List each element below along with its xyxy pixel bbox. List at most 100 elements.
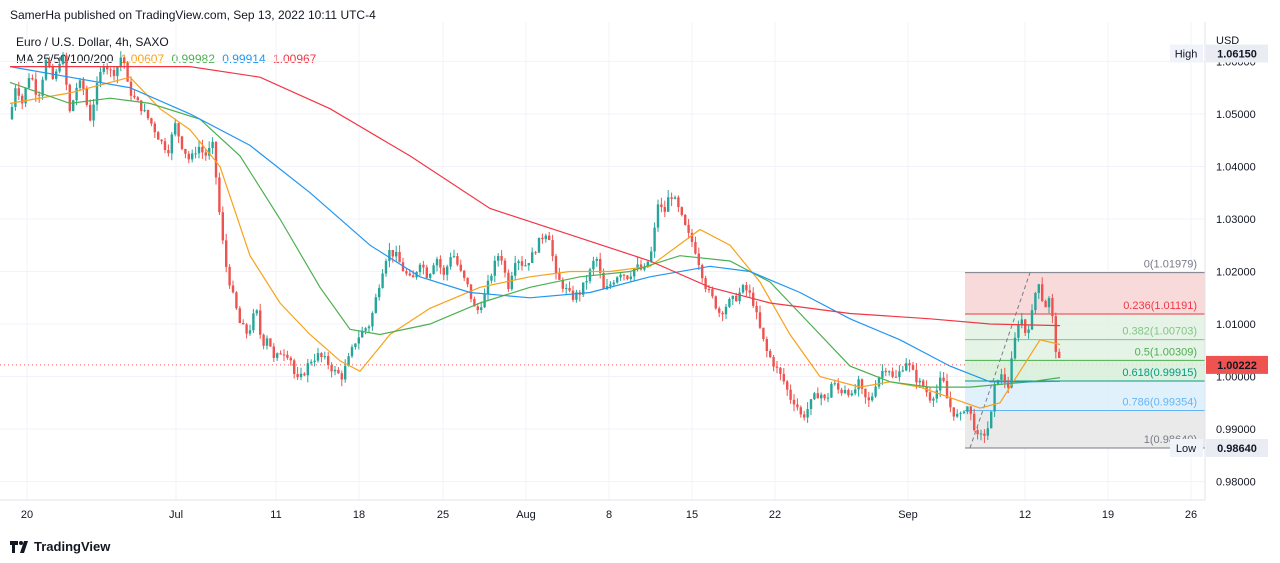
candle-body [272, 346, 275, 358]
candle-body [558, 272, 561, 280]
candle-body [384, 260, 388, 274]
time-axis[interactable]: 20 Jul 11 18 25 Aug 8 15 22 Sep 12 19 26 [21, 509, 1197, 521]
candle-body [1030, 310, 1034, 330]
candle-body [466, 277, 469, 285]
candle-body [701, 265, 704, 279]
x-tick-label: 25 [437, 509, 449, 521]
candle-body [75, 87, 78, 101]
candle-body [609, 284, 612, 287]
candle-body [102, 66, 105, 72]
candle-body [89, 104, 92, 121]
ma-label: MA 25/50/100/200 [16, 52, 114, 66]
candle-body [694, 241, 697, 254]
candle-body [330, 365, 333, 372]
candle-body [884, 370, 887, 373]
candle-body [745, 285, 748, 291]
candle-body [218, 177, 221, 213]
candle-body [10, 106, 14, 120]
currency-label: USD [1216, 35, 1239, 47]
candle-body [554, 256, 558, 273]
candle-body [306, 363, 309, 376]
candle-body [633, 268, 636, 277]
candle-body [524, 265, 527, 267]
x-tick-label: 20 [21, 509, 33, 521]
candle-body [517, 261, 520, 264]
ma-legend[interactable]: MA 25/50/100/200 1.00607 0.99982 0.99914… [16, 52, 320, 66]
candle-body [582, 282, 585, 295]
candle-body [772, 357, 775, 367]
candle-body [136, 97, 139, 101]
candle-body [728, 298, 731, 307]
price-axis[interactable]: 1.060001.050001.040001.030001.020001.010… [1216, 56, 1256, 488]
candle-body [126, 62, 129, 82]
candle-body [826, 397, 830, 399]
candle-body [514, 263, 517, 276]
candle-body [877, 377, 881, 387]
candle-body [660, 204, 663, 208]
candle-body [993, 383, 996, 412]
badge-label: Low [1176, 443, 1196, 455]
candle-body [956, 413, 959, 417]
fib-level-label: 0.5(1.00309) [1135, 346, 1197, 358]
candle-body [571, 290, 575, 300]
candle-body [962, 411, 966, 414]
candle-body [211, 141, 214, 149]
candle-body [680, 207, 683, 215]
candle-body [976, 430, 979, 435]
y-tick-label: 1.01000 [1216, 319, 1256, 331]
candle-body [670, 197, 673, 199]
candle-body [282, 354, 286, 356]
candle-body [918, 380, 921, 383]
fib-zone [965, 410, 1205, 448]
ma-line-ma50 [9, 81, 1061, 388]
ma25-value: 1.00607 [120, 52, 165, 66]
candle-body [888, 371, 891, 373]
candle-body [551, 239, 554, 257]
candle-body [31, 78, 34, 80]
x-tick-label: 19 [1102, 509, 1114, 521]
candle-body [38, 94, 41, 96]
badge-label: High [1175, 49, 1198, 61]
candle-body [442, 267, 445, 275]
candle-body [799, 407, 802, 415]
candle-body [303, 373, 306, 376]
candle-body [197, 146, 201, 154]
candle-body [364, 328, 367, 331]
candle-body [714, 296, 717, 309]
candle-body [585, 281, 588, 283]
candle-body [58, 63, 61, 72]
price-badge-bg [1206, 44, 1268, 63]
candle-body [667, 197, 670, 212]
candle-body [65, 55, 68, 85]
candle-body [724, 306, 728, 315]
candle-body [157, 132, 160, 140]
candle-body [966, 406, 969, 412]
candle-body [945, 380, 949, 399]
moving-averages [9, 65, 1061, 409]
candle-body [1003, 374, 1006, 383]
candle-body [432, 265, 435, 274]
candle-body [72, 100, 75, 112]
candle-body [663, 207, 666, 212]
candle-body [422, 264, 425, 268]
candle-body [860, 379, 864, 389]
candle-body [779, 367, 782, 374]
candle-body [911, 365, 915, 370]
candle-body [711, 289, 714, 297]
candle-body [949, 398, 952, 408]
candle-body [544, 235, 547, 240]
tradingview-logo[interactable]: TradingView [10, 539, 110, 554]
symbol-title[interactable]: Euro / U.S. Dollar, 4h, SAXO [16, 35, 169, 49]
candle-body [823, 394, 826, 399]
candle-body [480, 307, 483, 311]
tradingview-logo-icon [10, 540, 28, 553]
candle-body [367, 326, 371, 329]
candle-body [792, 399, 796, 405]
candle-body [548, 235, 551, 240]
candle-body [259, 310, 262, 335]
candle-body [1054, 316, 1057, 352]
price-badges: High 1.06150 Low 0.98640 1.00222 [1170, 44, 1268, 457]
candle-body [1020, 319, 1023, 325]
candle-body [106, 66, 109, 70]
